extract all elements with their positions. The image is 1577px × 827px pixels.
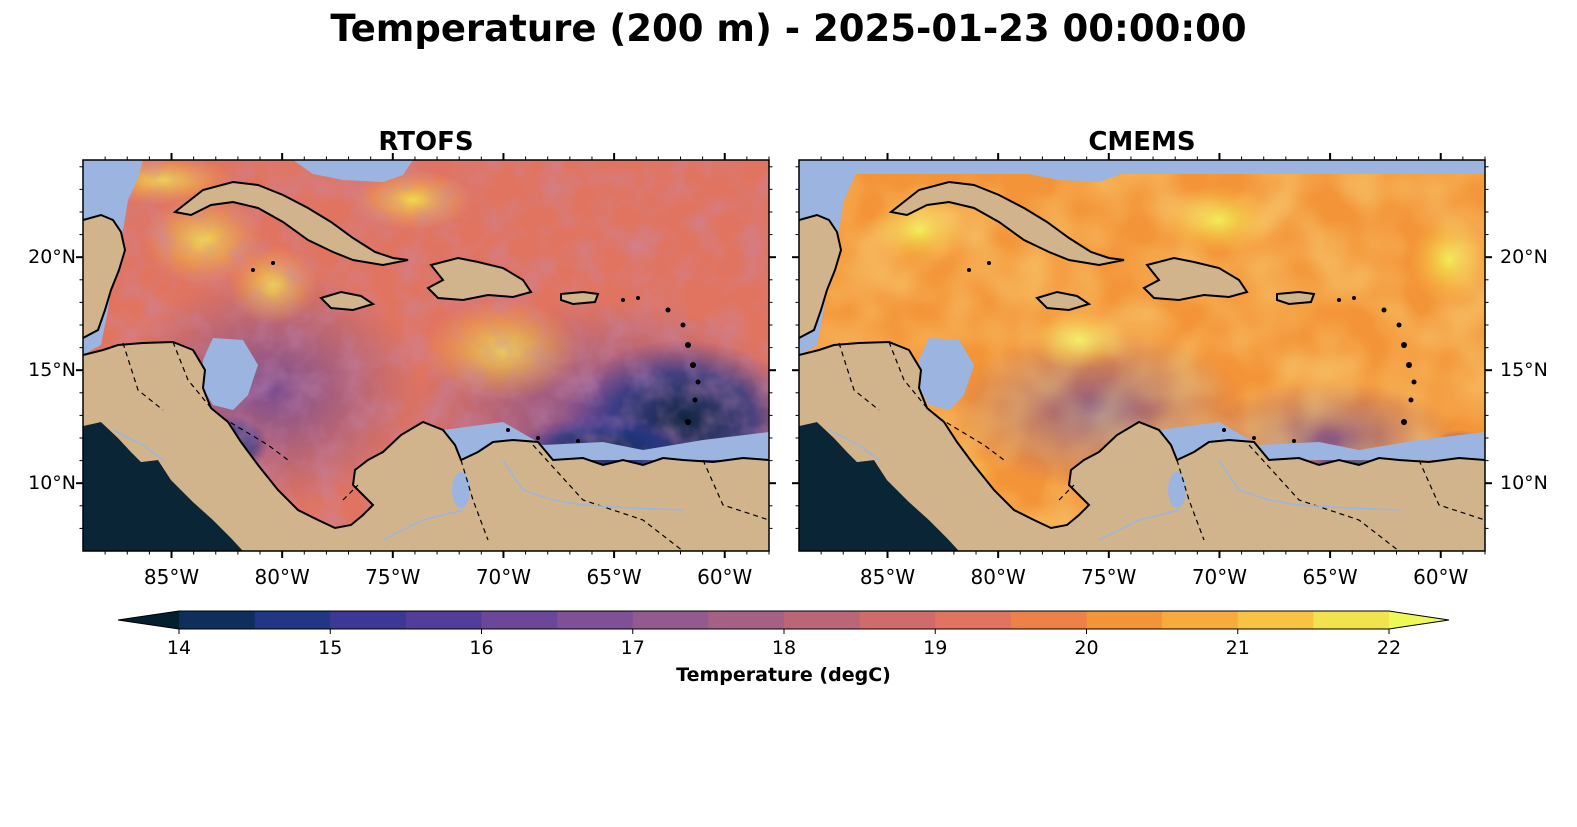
colorbar-segment: [1086, 611, 1163, 629]
colorbar-segment: [1010, 611, 1087, 629]
lat-label-left-15: 15°N: [28, 359, 76, 382]
colorbar-segment: [330, 611, 407, 629]
lat-label-right-20: 20°N: [1500, 246, 1548, 269]
colorbar-segment: [405, 611, 482, 629]
lat-label-left-10: 10°N: [28, 472, 76, 495]
colorbar-segment: [1162, 611, 1239, 629]
colorbar-segment: [784, 611, 861, 629]
lon-label-right-75: 75°W: [1081, 565, 1137, 589]
colorbar-tick-label: 15: [318, 637, 343, 659]
lon-label-right-85: 85°W: [859, 565, 916, 589]
colorbar-segment: [179, 611, 256, 629]
colorbar-segment: [708, 611, 785, 629]
colorbar-segment: [481, 611, 558, 629]
colorbar-segment: [1237, 611, 1314, 629]
colorbar: [117, 610, 1450, 634]
no-data-strip: [799, 160, 1485, 174]
map-panel-rtofs: [82, 159, 770, 552]
colorbar-label: Temperature (degC): [676, 664, 891, 686]
colorbar-segment: [632, 611, 709, 629]
map-frame: [82, 159, 770, 552]
lon-label-left-80: 80°W: [254, 565, 310, 589]
colorbar-segment: [254, 611, 331, 629]
colorbar-tick-label: 21: [1225, 637, 1250, 659]
colorbar-tick-label: 22: [1376, 637, 1402, 659]
figure-title: Temperature (200 m) - 2025-01-23 00:00:0…: [330, 7, 1247, 50]
lon-label-left-65: 65°W: [586, 565, 642, 589]
lon-label-left-70: 70°W: [475, 565, 532, 589]
colorbar-extend-high: [1389, 611, 1449, 629]
colorbar-tick-label: 16: [469, 637, 494, 659]
lon-label-right-60: 60°W: [1413, 565, 1469, 589]
colorbar-segment: [557, 611, 634, 629]
lon-label-left-60: 60°W: [697, 565, 753, 589]
lon-label-left-85: 85°W: [143, 565, 200, 589]
lon-label-right-80: 80°W: [970, 565, 1026, 589]
axis-ticks: [76, 153, 1492, 558]
lat-label-left-20: 20°N: [28, 246, 76, 269]
lon-label-right-70: 70°W: [1191, 565, 1248, 589]
map-frame: [798, 159, 1486, 552]
lat-label-right-10: 10°N: [1500, 472, 1548, 495]
colorbar-segment: [1313, 611, 1390, 629]
panel-title-cmems: CMEMS: [1088, 127, 1196, 157]
lat-label-right-15: 15°N: [1500, 359, 1548, 382]
panel-title-rtofs: RTOFS: [378, 127, 474, 157]
colorbar-segment: [935, 611, 1012, 629]
colorbar-tick-label: 20: [1074, 637, 1099, 659]
colorbar-tick-label: 19: [923, 637, 948, 659]
colorbar-segment: [859, 611, 936, 629]
lon-label-right-65: 65°W: [1302, 565, 1358, 589]
lon-label-left-75: 75°W: [365, 565, 421, 589]
colorbar-tick-label: 18: [771, 637, 797, 659]
colorbar-tick-label: 14: [166, 637, 192, 659]
map-panel-cmems: [798, 159, 1486, 552]
colorbar-tick-label: 17: [620, 637, 645, 659]
colorbar-extend-low: [118, 611, 179, 629]
